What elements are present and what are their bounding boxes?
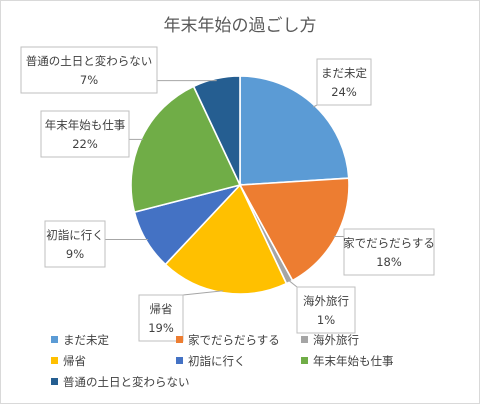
slice-4-label: 帰省: [150, 302, 173, 316]
legend-entry-6: 年末年始も仕事: [313, 354, 394, 368]
slice-6-label: 年末年始も仕事: [45, 118, 126, 132]
slice-1: [239, 75, 350, 186]
slice-4-value-label: 19%: [148, 321, 174, 335]
legend-entry-1: まだ未定: [63, 333, 109, 347]
slice-2-label: 家でだらだらする: [343, 236, 435, 250]
legend-swatch-6: [301, 357, 308, 364]
legend-swatch-1: [51, 336, 58, 343]
slice-5-label-box: [44, 220, 106, 268]
slice-5-label: 初詣に行く: [46, 228, 104, 242]
slice-6: [130, 85, 242, 214]
slice-4: [164, 183, 288, 295]
slice-6-value-label: 22%: [72, 137, 98, 151]
slice-7: [192, 75, 241, 186]
slice-1-leader-line: [312, 104, 318, 108]
slice-7-label-box: [20, 46, 158, 94]
slice-6-label-box: [40, 110, 130, 158]
slice-1-label-box: [316, 58, 372, 106]
slice-4-leader-line: [182, 290, 224, 296]
slice-2: [238, 177, 350, 282]
slice-3-label: 海外旅行: [303, 294, 349, 308]
legend-entry-3: 海外旅行: [313, 333, 359, 347]
slice-2-value-label: 18%: [376, 255, 402, 269]
legend-swatch-3: [301, 336, 308, 343]
slice-5-value-label: 9%: [66, 247, 84, 261]
slice-3-leader-line: [288, 279, 298, 288]
slice-7-value-label: 7%: [80, 73, 98, 87]
slice-2-label-box: [343, 228, 435, 276]
legend-entry-2: 家でだらだらする: [188, 333, 280, 347]
legend-swatch-4: [51, 357, 58, 364]
legend-swatch-5: [176, 357, 183, 364]
slice-1-value-label: 24%: [331, 85, 357, 99]
legend-entry-4: 帰省: [63, 354, 86, 368]
slice-4-label-box: [138, 294, 184, 342]
legend-swatch-7: [51, 378, 58, 385]
legend-entry-5: 初詣に行く: [188, 354, 246, 368]
legend-entry-7: 普通の土日と変わらない: [63, 375, 190, 389]
slice-3-value-label: 1%: [317, 313, 335, 327]
legend-swatch-2: [176, 336, 183, 343]
chart-title: 年末年始の過ごし方: [164, 16, 317, 36]
slice-3-label-box: [296, 286, 356, 334]
slice-1-label: まだ未定: [321, 66, 367, 80]
slice-7-label: 普通の土日と変わらない: [26, 54, 153, 68]
